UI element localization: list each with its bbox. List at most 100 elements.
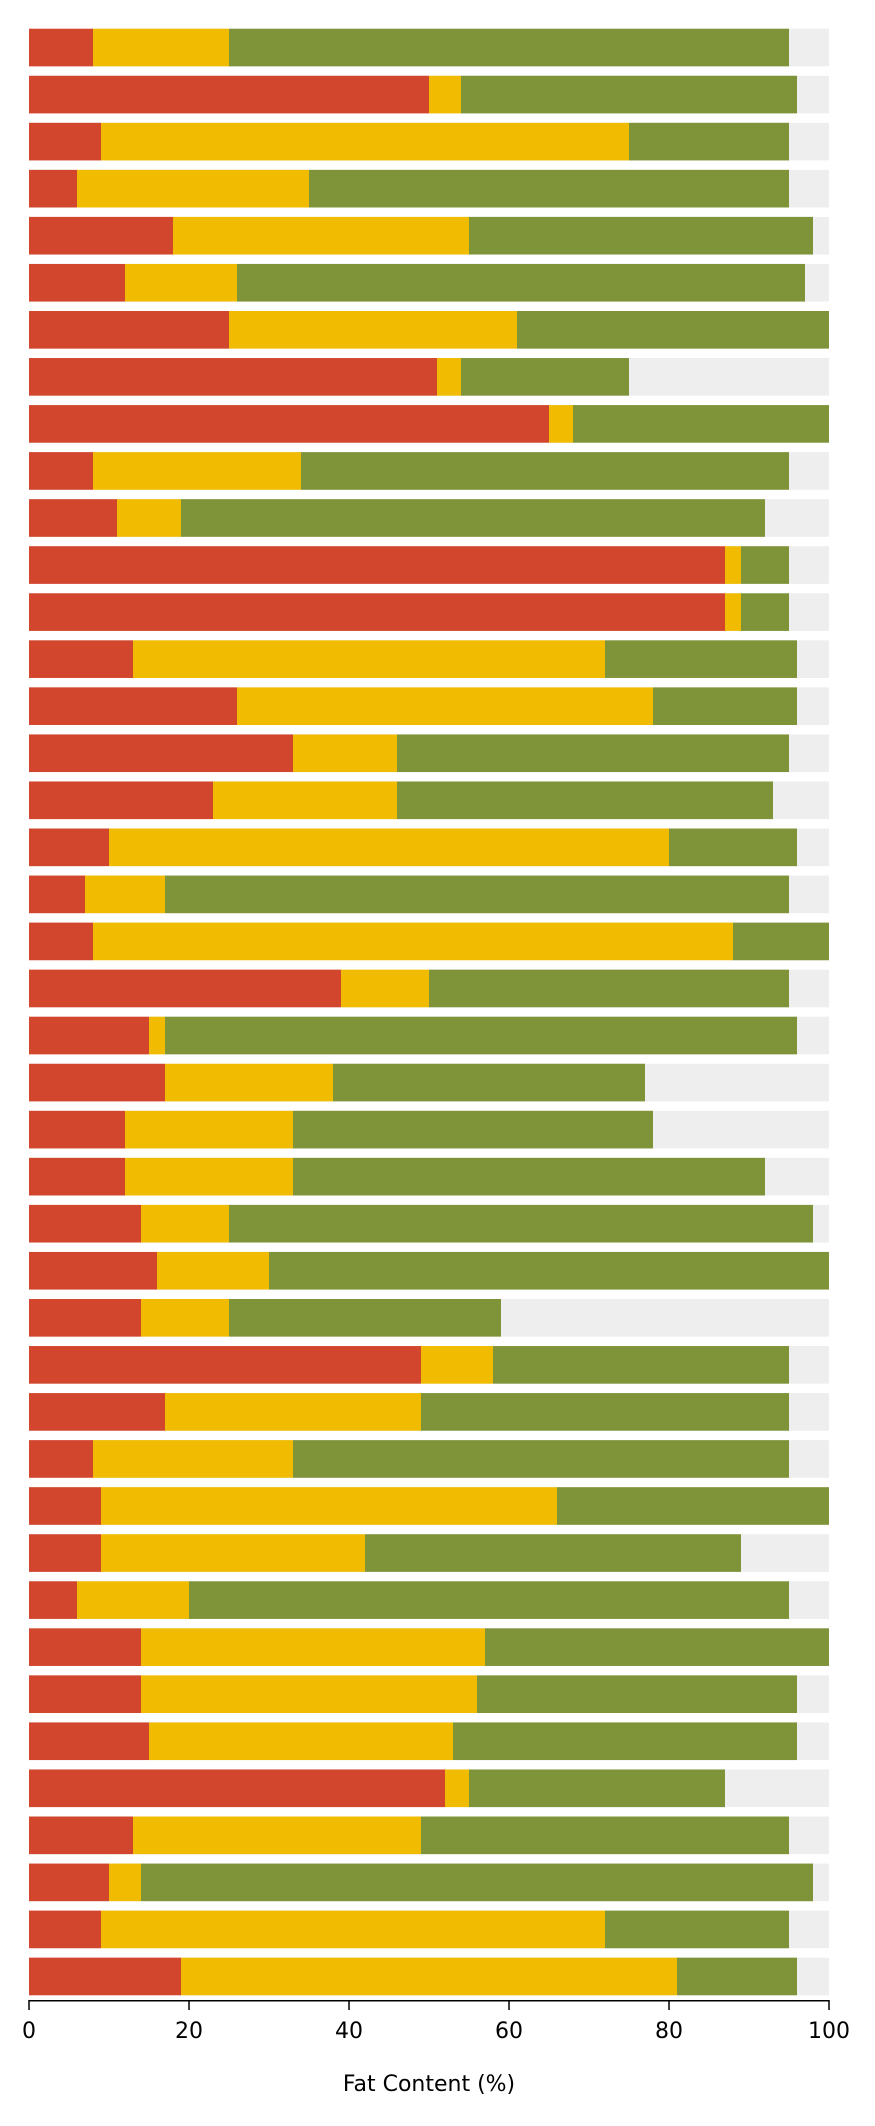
bar-segment-3 [421, 1816, 789, 1855]
bar-row [29, 969, 829, 1008]
bar-segment-3 [229, 28, 789, 67]
bar-segment-1 [29, 1251, 157, 1290]
bar-segment-1 [29, 75, 429, 114]
bar-row [29, 922, 829, 961]
bar-segment-3 [477, 1675, 797, 1714]
bar-segment-1 [29, 781, 213, 820]
bar-row [29, 687, 829, 726]
bar-segment-3 [677, 1957, 797, 1996]
bar-segment-1 [29, 405, 549, 443]
bar-row [29, 1251, 829, 1290]
bar-row [29, 122, 829, 161]
bar-segment-2 [141, 1204, 229, 1243]
bar-segment-2 [101, 1487, 557, 1525]
bar-segment-3 [269, 1251, 829, 1290]
bar-segment-2 [181, 1957, 677, 1996]
bar-row [29, 28, 829, 67]
bar-segment-2 [429, 75, 461, 114]
bar-row [29, 1346, 829, 1384]
bar-segment-3 [141, 1863, 813, 1902]
bar-segment-1 [29, 263, 125, 302]
bar-segment-2 [125, 263, 237, 302]
bar-segment-1 [29, 1534, 101, 1572]
bar-segment-2 [149, 1016, 165, 1055]
bar-segment-2 [125, 1157, 293, 1196]
bar-segment-3 [469, 1769, 725, 1808]
bar-segment-1 [29, 358, 437, 396]
bar-row [29, 546, 829, 584]
bar-segment-2 [421, 1346, 493, 1384]
bar-segment-3 [165, 1016, 797, 1055]
bars-layer [29, 28, 829, 1996]
bar-segment-2 [93, 28, 229, 67]
bar-segment-2 [93, 1440, 293, 1478]
bar-segment-3 [605, 1910, 789, 1949]
bar-row [29, 169, 829, 208]
bar-segment-3 [493, 1346, 789, 1384]
bar-segment-1 [29, 452, 93, 490]
bar-segment-2 [77, 169, 309, 208]
bar-row [29, 1063, 829, 1102]
bar-segment-2 [549, 405, 573, 443]
bar-segment-3 [733, 922, 829, 961]
bar-segment-2 [149, 1722, 453, 1761]
bar-segment-1 [29, 1346, 421, 1384]
bar-segment-1 [29, 1816, 133, 1855]
bar-segment-1 [29, 640, 133, 678]
bar-segment-3 [397, 734, 789, 773]
bar-segment-2 [141, 1675, 477, 1714]
bar-row [29, 1769, 829, 1808]
bar-segment-3 [365, 1534, 741, 1572]
bar-segment-1 [29, 875, 85, 914]
bar-segment-2 [341, 969, 429, 1008]
bar-row [29, 1487, 829, 1525]
bar-segment-2 [109, 828, 669, 867]
bar-segment-3 [461, 75, 797, 114]
bar-row [29, 1863, 829, 1902]
bar-segment-2 [213, 781, 397, 820]
bar-row [29, 1816, 829, 1855]
bar-row [29, 499, 829, 537]
bar-segment-2 [445, 1769, 469, 1808]
bar-segment-3 [165, 875, 789, 914]
bar-row [29, 1204, 829, 1243]
x-tick-label: 0 [22, 2019, 36, 2044]
bar-segment-3 [741, 546, 789, 584]
bar-segment-2 [77, 1581, 189, 1619]
bar-segment-2 [725, 593, 741, 631]
bar-segment-2 [141, 1628, 485, 1666]
bar-row [29, 1110, 829, 1149]
bar-segment-3 [293, 1157, 765, 1196]
bar-segment-1 [29, 1016, 149, 1055]
bar-segment-1 [29, 169, 77, 208]
bar-segment-3 [397, 781, 773, 820]
bar-segment-2 [165, 1063, 333, 1102]
bar-segment-3 [605, 640, 797, 678]
bar-segment-1 [29, 969, 341, 1008]
bar-segment-1 [29, 1910, 101, 1949]
x-axis-title: Fat Content (%) [343, 2072, 515, 2097]
bar-row [29, 1675, 829, 1714]
bar-row [29, 452, 829, 490]
bar-segment-1 [29, 1063, 165, 1102]
bar-segment-1 [29, 310, 229, 349]
bar-segment-2 [141, 1298, 229, 1337]
bar-row [29, 781, 829, 820]
bar-segment-3 [333, 1063, 645, 1102]
bar-segment-3 [469, 216, 813, 255]
bar-segment-1 [29, 1487, 101, 1525]
bar-segment-1 [29, 922, 93, 961]
bar-row [29, 75, 829, 114]
bar-row [29, 828, 829, 867]
bar-segment-3 [485, 1628, 829, 1666]
bar-segment-3 [557, 1487, 829, 1525]
bar-segment-2 [101, 1910, 605, 1949]
bar-segment-3 [189, 1581, 789, 1619]
bar-segment-3 [229, 1204, 813, 1243]
bar-segment-1 [29, 1110, 125, 1149]
bar-segment-1 [29, 546, 725, 584]
bar-segment-1 [29, 1440, 93, 1478]
bar-segment-1 [29, 1628, 141, 1666]
bar-segment-3 [309, 169, 789, 208]
